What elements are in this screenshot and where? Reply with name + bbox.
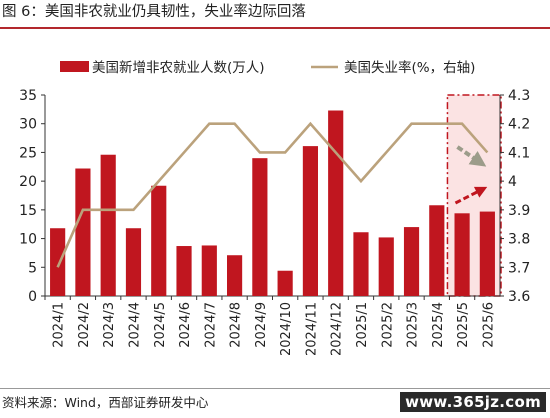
legend-item-line: 美国失业率(%，右轴) (311, 59, 475, 76)
x-tick-label: 2024/2 (77, 302, 92, 348)
bar (227, 255, 243, 296)
x-tick-label: 2024/1 (52, 302, 67, 348)
legend: 美国新增非农就业人数(万人) 美国失业率(%，右轴) (60, 59, 475, 76)
title-divider (0, 27, 550, 29)
x-tick-label: 2024/3 (102, 302, 117, 348)
bar (328, 110, 344, 297)
x-tick-label: 2025/3 (406, 302, 421, 348)
right-tick-label: 3.9 (508, 203, 530, 219)
x-tick-label: 2025/4 (431, 302, 446, 348)
x-tick-label: 2025/2 (380, 302, 395, 348)
right-tick-label: 3.6 (508, 289, 530, 305)
x-tick-label: 2025/1 (355, 302, 370, 348)
x-tick-label: 2024/7 (203, 302, 218, 348)
bar (125, 228, 142, 296)
bar (403, 227, 420, 296)
left-tick-label: 5 (28, 260, 37, 276)
bar (100, 154, 116, 296)
left-tick-label: 30 (19, 117, 37, 133)
bar (50, 228, 66, 296)
right-tick-label: 3.8 (508, 232, 530, 248)
bar (277, 270, 293, 296)
x-tick-label: 2024/9 (254, 302, 269, 348)
legend-item-bars: 美国新增非农就业人数(万人) (60, 60, 265, 76)
left-tick-label: 25 (19, 145, 37, 161)
footer-divider (0, 388, 550, 389)
x-tick-label: 2024/6 (178, 302, 193, 348)
up-trend-arrow (454, 186, 488, 205)
bar (201, 245, 217, 296)
trend-arrows (454, 145, 488, 205)
x-tick-label: 2025/5 (456, 302, 471, 348)
line-series (56, 121, 489, 268)
source-note: 资料来源：Wind，西部证券研发中心 (2, 395, 209, 410)
bar (353, 232, 369, 296)
left-tick-label: 15 (19, 203, 37, 219)
legend-swatch-bar (60, 61, 89, 72)
bar (378, 237, 394, 296)
right-tick-label: 4 (508, 174, 517, 190)
legend-label-bars: 美国新增非农就业人数(万人) (92, 60, 265, 76)
bar (151, 185, 167, 296)
bar (75, 168, 91, 296)
bar (176, 246, 192, 296)
chart-plot: 0 5 10 15 20 25 30 35 3.6 3.7 3.8 3.9 4 4.1 4.2 4.3 2024… (19, 59, 530, 356)
x-tick-label: 2024/11 (304, 302, 319, 356)
left-tick-label: 0 (28, 289, 37, 305)
legend-label-line: 美国失业率(%，右轴) (344, 59, 475, 76)
down-trend-arrow (456, 145, 487, 167)
x-tick-label: 2025/6 (481, 302, 496, 348)
left-tick-label: 35 (19, 88, 37, 104)
axes: 0 5 10 15 20 25 30 35 3.6 3.7 3.8 3.9 4 4.1 4.2 4.3 2024… (19, 88, 530, 356)
bar (479, 211, 495, 296)
left-tick-label: 20 (19, 174, 37, 190)
bar (454, 213, 470, 296)
left-tick-label: 10 (19, 232, 37, 248)
right-tick-label: 3.7 (508, 260, 530, 276)
right-tick-label: 4.1 (508, 145, 530, 161)
chart-title: 图 6：美国非农就业仍具韧性，失业率边际回落 (2, 4, 306, 20)
bar (252, 158, 268, 296)
watermark: www.365jz.com (400, 392, 546, 412)
unemployment-line (56, 121, 489, 268)
right-tick-label: 4.2 (508, 117, 530, 133)
bar (429, 205, 445, 296)
x-tick-label: 2024/10 (279, 302, 294, 356)
x-tick-label: 2024/8 (229, 302, 244, 348)
bar-series (50, 110, 495, 297)
x-tick-label: 2024/12 (330, 302, 345, 356)
bar (302, 146, 318, 296)
x-tick-label: 2024/4 (127, 302, 142, 348)
right-tick-label: 4.3 (508, 88, 530, 104)
x-tick-label: 2024/5 (153, 302, 168, 348)
